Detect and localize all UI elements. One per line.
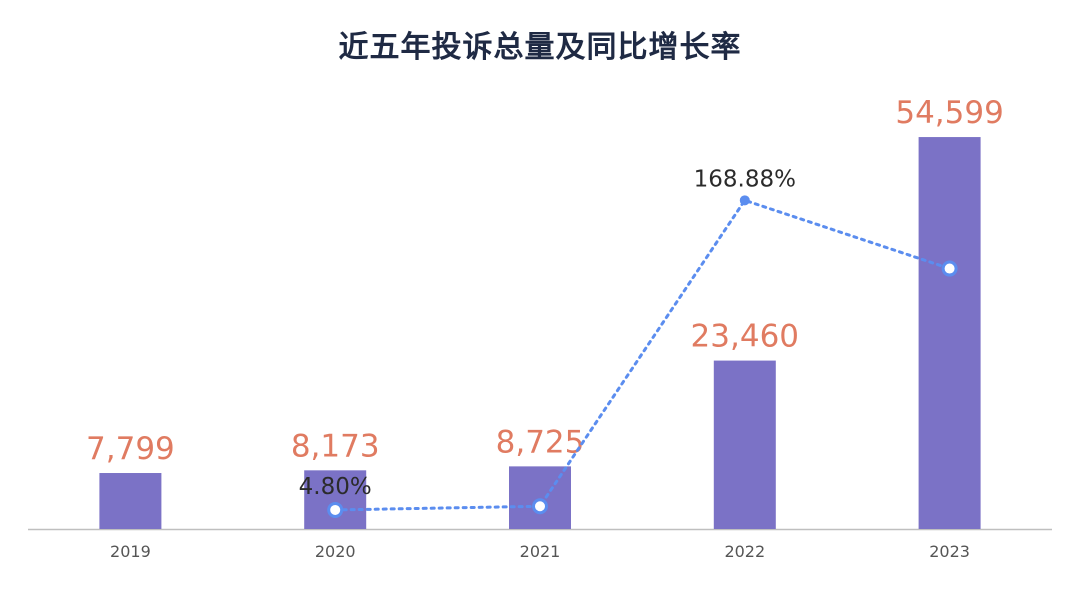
chart-title: 近五年投诉总量及同比增长率 [338, 30, 742, 65]
value-label-2021: 8,725 [496, 424, 585, 460]
tick-label-2020: 2020 [315, 542, 356, 561]
tick-label-2022: 2022 [724, 542, 765, 561]
growth-point-2023 [941, 260, 958, 277]
growth-point-2020 [327, 501, 344, 518]
tick-label-2021: 2021 [520, 542, 561, 561]
growth-rate-line [333, 198, 952, 512]
tick-label-2019: 2019 [110, 542, 151, 561]
value-label-2023: 54,599 [895, 95, 1003, 131]
growth-point-2021 [532, 498, 548, 515]
bar-2020 [304, 470, 367, 529]
value-label-2022: 23,460 [691, 319, 799, 355]
growth-label-2022: 168.88% [694, 166, 796, 192]
growth-point-2022 [739, 195, 750, 206]
growth-label-2020: 4.80% [299, 474, 372, 500]
tick-label-2023: 2023 [929, 542, 970, 561]
value-label-2019: 7,799 [86, 431, 175, 467]
bar-2022 [713, 360, 776, 529]
bar-2019 [99, 473, 162, 529]
value-label-2020: 8,173 [291, 428, 380, 464]
bar-2023 [918, 137, 981, 529]
